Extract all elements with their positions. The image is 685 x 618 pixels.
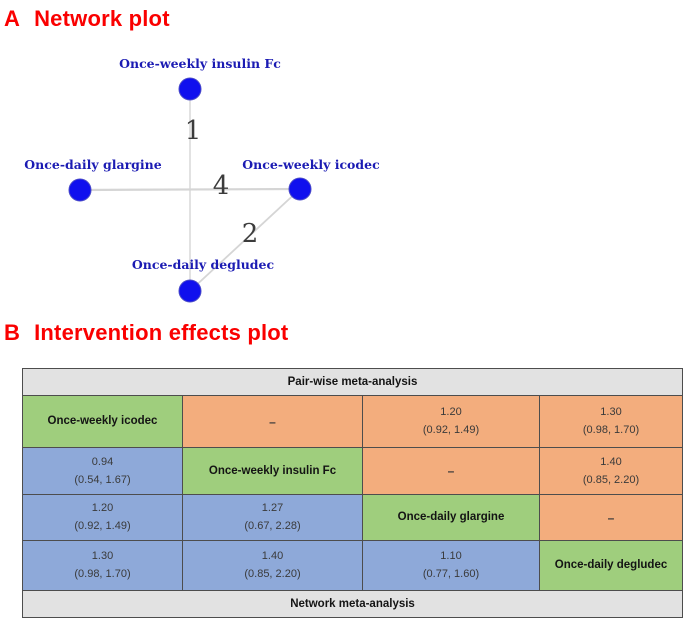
league-table-row-0: Once-weekly icodec – 1.20 (0.92, 1.49) 1.30 (… <box>22 395 684 448</box>
dash: – <box>269 414 276 429</box>
effect-estimate-cell: 1.30 (0.98, 1.70) <box>538 395 684 448</box>
league-table-row-1: 0.94 (0.54, 1.67) Once-weekly insulin Fc – 1… <box>22 447 684 495</box>
treatment-name: Once-daily glargine <box>397 511 505 524</box>
confidence-interval: (0.92, 1.49) <box>74 520 131 532</box>
panel-a-title: A Network plot <box>4 6 170 32</box>
table-footer-row: Network meta-analysis <box>21 590 684 618</box>
effect-estimate: 1.30 <box>91 550 114 562</box>
no-direct-comparison-cell: – <box>362 447 540 495</box>
effect-estimate-cell: 1.27 (0.67, 2.28) <box>182 494 363 541</box>
confidence-interval: (0.98, 1.70) <box>582 424 640 436</box>
effect-estimate-cell: 1.10 (0.77, 1.60) <box>362 540 540 591</box>
effect-estimate: 1.30 <box>600 406 622 418</box>
confidence-interval: (0.67, 2.28) <box>244 520 301 532</box>
network-node-label-insulin_fc: Once-weekly insulin Fc <box>119 56 281 71</box>
confidence-interval: (0.77, 1.60) <box>422 568 480 580</box>
network-node-insulin_fc <box>178 77 202 101</box>
panel-b-letter: B <box>4 320 21 345</box>
network-node-label-degludec: Once-daily degludec <box>132 257 275 272</box>
panel-a-letter: A <box>4 6 21 31</box>
network-node-degludec <box>178 279 202 303</box>
effect-estimate-cell: 0.94 (0.54, 1.67) <box>22 447 183 495</box>
network-node-icodec <box>288 177 312 201</box>
effect-estimate: 1.10 <box>440 550 462 562</box>
network-plot: 142 Once-weekly insulin Fc Once-daily glar… <box>24 56 380 303</box>
league-table-row-3: 1.30 (0.98, 1.70) 1.40 (0.85, 2.20) 1.10 (0.7… <box>22 540 684 591</box>
confidence-interval: (0.54, 1.67) <box>74 473 131 486</box>
edge-study-count-label: 1 <box>185 116 202 146</box>
effect-estimate: 0.94 <box>91 455 114 468</box>
table-header-row: Pair-wise meta-analysis <box>21 368 684 396</box>
panel-b-text: Intervention effects plot <box>34 320 289 345</box>
confidence-interval: (0.92, 1.49) <box>422 424 480 436</box>
treatment-cell: Once-weekly icodec <box>22 395 183 448</box>
treatment-cell: Once-weekly insulin Fc <box>182 447 363 495</box>
no-direct-comparison-cell: – <box>538 494 684 541</box>
dash: – <box>447 464 455 478</box>
effect-estimate-cell: 1.20 (0.92, 1.49) <box>22 494 183 541</box>
dash: – <box>607 510 615 525</box>
league-table-row-2: 1.20 (0.92, 1.49) 1.27 (0.67, 2.28) Once-dai… <box>22 494 684 541</box>
pairwise-header: Pair-wise meta-analysis <box>21 368 684 396</box>
network-footer: Network meta-analysis <box>21 590 684 618</box>
network-node-label-icodec: Once-weekly icodec <box>242 157 380 172</box>
effect-estimate-cell: 1.40 (0.85, 2.20) <box>538 447 684 495</box>
panel-b-title: B Intervention effects plot <box>4 320 288 346</box>
effect-estimate: 1.27 <box>261 502 284 514</box>
edge-study-count-label: 4 <box>213 171 230 201</box>
effect-estimate-cell: 1.20 (0.92, 1.49) <box>362 395 540 448</box>
treatment-cell: Once-daily glargine <box>362 494 540 541</box>
network-edge-glargine-icodec <box>79 187 301 192</box>
network-edge-icodec-degludec <box>189 188 301 292</box>
effect-estimate: 1.20 <box>440 406 462 418</box>
league-table: Pair-wise meta-analysis Once-weekly icod… <box>21 368 684 618</box>
network-node-label-glargine: Once-daily glargine <box>24 157 161 172</box>
effect-estimate: 1.40 <box>261 550 284 562</box>
confidence-interval: (0.85, 2.20) <box>582 473 640 486</box>
no-direct-comparison-cell: – <box>182 395 363 448</box>
treatment-name: Once-weekly insulin Fc <box>208 464 337 477</box>
confidence-interval: (0.85, 2.20) <box>244 568 301 580</box>
edge-study-count-label: 2 <box>242 219 259 249</box>
effect-estimate-cell: 1.40 (0.85, 2.20) <box>182 540 363 591</box>
effect-estimate-cell: 1.30 (0.98, 1.70) <box>22 540 183 591</box>
treatment-cell: Once-daily degludec <box>538 540 684 591</box>
treatment-name: Once-daily degludec <box>554 559 668 572</box>
treatment-name: Once-weekly icodec <box>47 415 158 428</box>
effect-estimate: 1.20 <box>91 502 114 514</box>
effect-estimate: 1.40 <box>600 455 622 468</box>
network-node-glargine <box>68 178 92 202</box>
confidence-interval: (0.98, 1.70) <box>74 568 131 580</box>
panel-a-text: Network plot <box>34 6 170 31</box>
